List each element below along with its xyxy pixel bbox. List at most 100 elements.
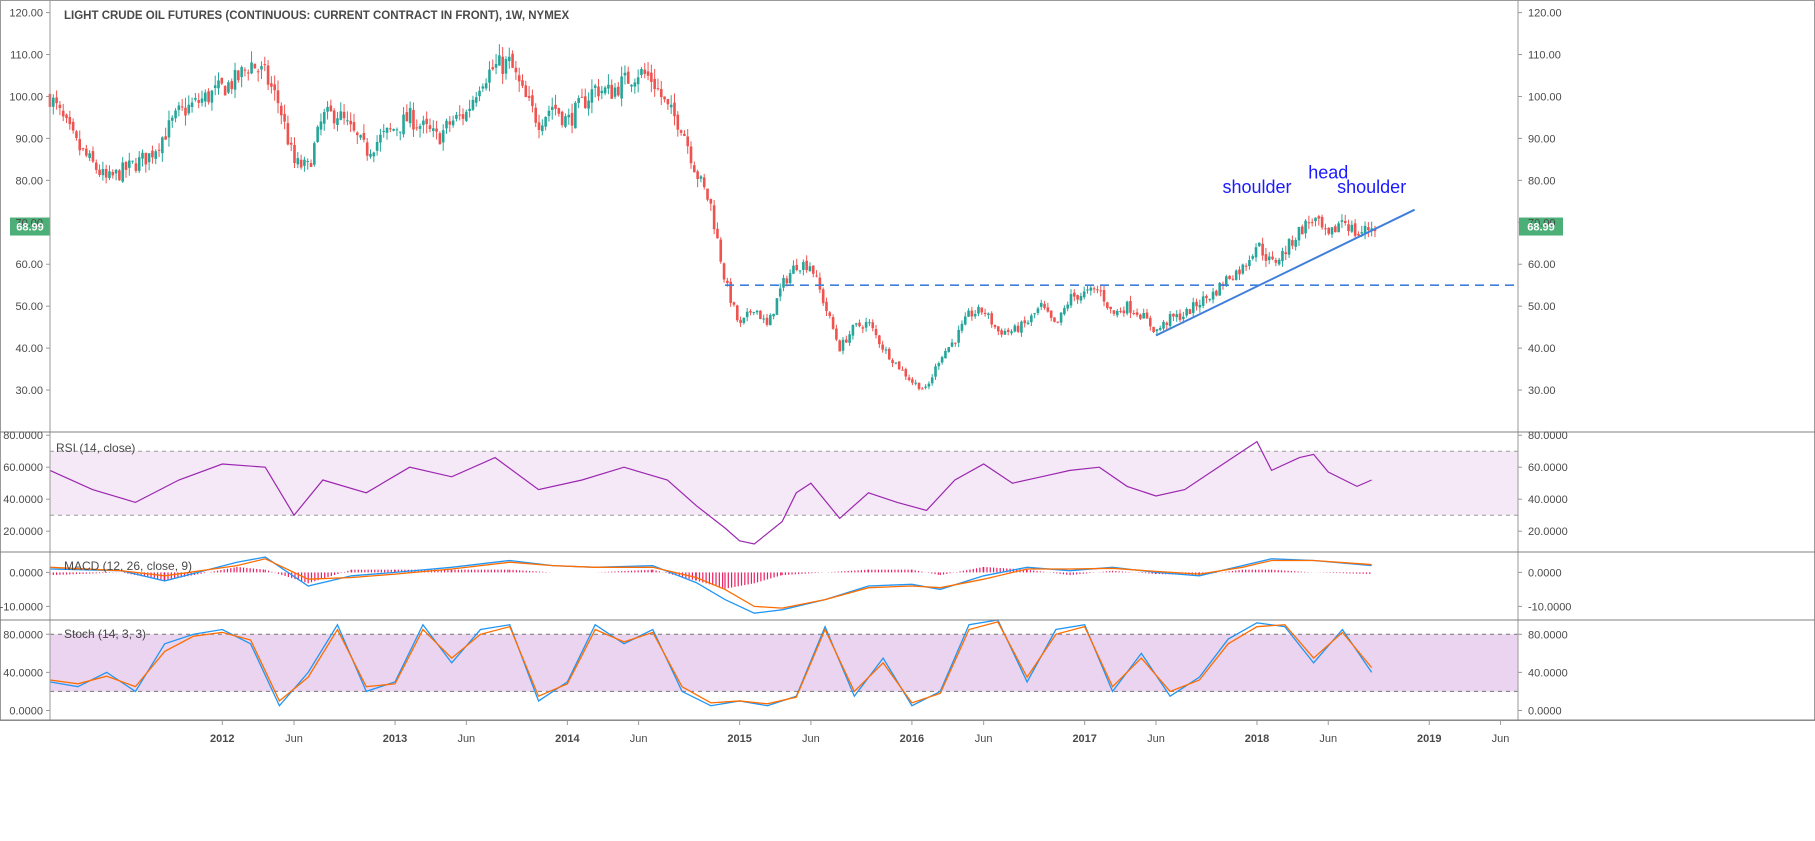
candle-body [805, 260, 808, 271]
candle-body [395, 129, 399, 131]
candle-body [729, 281, 732, 303]
candle-body [973, 314, 977, 317]
candle-body [375, 141, 379, 151]
candle-body [455, 114, 458, 119]
candle-body [835, 328, 838, 340]
candle-body [887, 348, 891, 360]
candle-body [537, 122, 541, 131]
candle-body [954, 342, 957, 344]
candle-body [1072, 292, 1076, 297]
stoch-k-line [49, 619, 1373, 707]
candle-body [200, 98, 204, 103]
candle-body [861, 327, 865, 329]
candle-body [128, 160, 131, 168]
candle-body [950, 342, 954, 347]
candle-body [650, 72, 653, 82]
candle-body [960, 323, 964, 331]
candle-body [392, 129, 395, 131]
price-left-tick-label: 100.00 [9, 91, 43, 103]
price-left-tick-label: 40.00 [15, 343, 43, 355]
candle-body [547, 110, 551, 117]
candle-body [1046, 307, 1050, 312]
candle-body [821, 289, 825, 304]
candle-body [161, 137, 164, 154]
candle-body [167, 120, 171, 138]
candle-body [755, 310, 759, 313]
candle-body [428, 125, 432, 130]
annotation-shoulder: shoulder [1222, 177, 1291, 197]
candle-body [240, 67, 243, 78]
candle-body [1069, 294, 1073, 306]
time-tick-label: 2013 [383, 733, 407, 745]
candle-body [1102, 289, 1106, 302]
candle-body [1300, 226, 1304, 235]
candle-body [967, 310, 970, 317]
candle-body [349, 120, 352, 125]
candle-body [811, 265, 815, 274]
candle-body [1026, 322, 1030, 324]
candle-body [689, 146, 693, 164]
candle-body [478, 90, 481, 97]
stoch-right-tick-label: 40.0000 [1528, 667, 1568, 679]
candle-body [1287, 239, 1291, 255]
last-price-badge-right [1519, 217, 1563, 236]
candle-body [1360, 232, 1364, 234]
price-right-tick-label: 70.00 [1528, 217, 1556, 229]
candle-body [418, 126, 422, 129]
candle-body [1324, 228, 1327, 230]
candle-body [570, 112, 574, 126]
candle-body [550, 106, 554, 110]
candle-body [996, 326, 1000, 332]
candle-body [904, 369, 908, 377]
candle-body [874, 329, 878, 336]
macd-left-tick-label: -10.0000 [0, 601, 43, 613]
candle-body [511, 53, 514, 68]
candle-body [220, 77, 224, 84]
candle-body [207, 91, 210, 103]
candle-body [1244, 265, 1248, 267]
candle-body [1373, 229, 1377, 232]
candle-body [68, 117, 72, 125]
candle-body [564, 116, 567, 127]
candle-body [243, 69, 247, 71]
candle-body [646, 71, 650, 76]
candle-body [78, 139, 82, 151]
candle-body [1274, 260, 1278, 263]
candle-body [1168, 314, 1172, 327]
candle-body [389, 128, 392, 130]
candle-body [1175, 314, 1179, 318]
candle-body [911, 379, 914, 383]
candle-body [501, 56, 504, 74]
time-tick-label: Jun [457, 733, 475, 745]
candle-body [593, 85, 597, 88]
candle-body [382, 130, 386, 132]
candle-body [940, 357, 944, 363]
candle-body [1304, 220, 1307, 234]
rsi-right-tick-label: 20.0000 [1528, 526, 1568, 538]
candle-body [1238, 269, 1241, 275]
candle-body [716, 228, 719, 239]
candle-body [1367, 227, 1370, 231]
candle-body [884, 349, 888, 351]
candle-body [732, 302, 736, 305]
macd-right-tick-label: -10.0000 [1528, 601, 1571, 613]
candle-body [1079, 295, 1083, 301]
candle-body [1099, 290, 1103, 292]
price-left-tick-label: 80.00 [15, 175, 43, 187]
candle-body [484, 83, 488, 89]
candle-body [270, 83, 273, 87]
candle-body [1152, 326, 1155, 333]
candle-body [527, 96, 531, 98]
time-tick-label: 2016 [900, 733, 924, 745]
candle-body [1281, 250, 1284, 262]
candle-body [914, 382, 917, 384]
candle-body [253, 63, 257, 69]
candle-body [147, 153, 151, 163]
candle-body [808, 266, 812, 272]
candle-body [144, 152, 148, 165]
candle-body [75, 131, 78, 138]
candle-body [438, 133, 442, 145]
candle-body [260, 66, 263, 70]
candle-body [636, 77, 640, 85]
